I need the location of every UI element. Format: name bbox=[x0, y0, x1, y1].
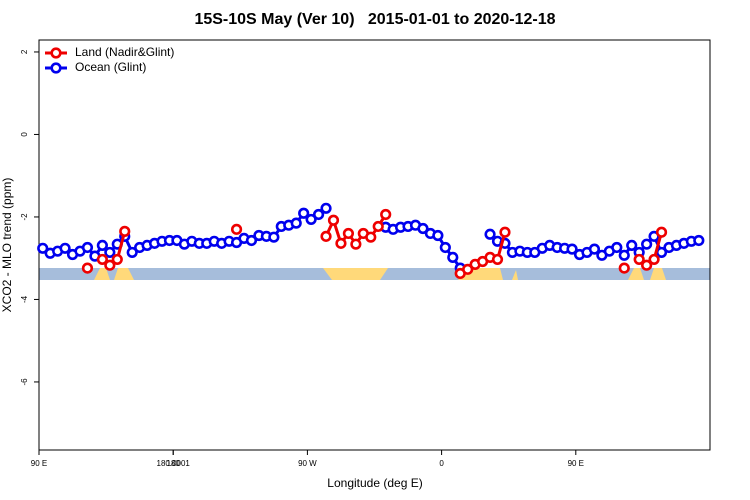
x-tick-label: 0 bbox=[439, 459, 444, 468]
series-point bbox=[641, 238, 653, 250]
series-point bbox=[439, 241, 451, 254]
y-tick-label: -2 bbox=[20, 213, 29, 221]
series-point bbox=[96, 253, 108, 266]
series-point bbox=[342, 227, 355, 240]
series-point bbox=[104, 259, 116, 271]
series-point bbox=[268, 231, 280, 243]
y-tick-label: -4 bbox=[20, 295, 29, 303]
x-tick-label: 90 E bbox=[31, 459, 47, 468]
series-point bbox=[59, 242, 71, 254]
series-point bbox=[648, 253, 660, 266]
series-point bbox=[111, 253, 123, 266]
x-tick-label: 90 W bbox=[298, 459, 317, 468]
y-tick-label: 0 bbox=[20, 132, 29, 137]
series-point bbox=[81, 262, 94, 274]
series-point bbox=[417, 222, 429, 235]
series-point bbox=[365, 231, 377, 243]
series-point bbox=[626, 239, 638, 252]
land-strip bbox=[323, 268, 388, 280]
series-point bbox=[618, 249, 630, 261]
x-tick-label: 90 E bbox=[568, 459, 584, 468]
series-point bbox=[119, 225, 131, 237]
series-point bbox=[245, 234, 258, 247]
legend-label: Land (Nadir&Glint) bbox=[75, 45, 174, 59]
series-point bbox=[104, 246, 116, 259]
series-point bbox=[693, 234, 705, 247]
series-point bbox=[81, 241, 94, 254]
series-point bbox=[312, 208, 325, 221]
series-point bbox=[618, 262, 630, 274]
series-point bbox=[230, 223, 243, 235]
series-point bbox=[126, 246, 138, 259]
series-point bbox=[290, 217, 302, 229]
surface-strip bbox=[39, 268, 710, 280]
legend-marker bbox=[50, 47, 62, 59]
y-tick-label: -6 bbox=[20, 378, 29, 386]
series-point bbox=[380, 208, 392, 221]
series-point bbox=[320, 202, 332, 214]
series-point bbox=[484, 228, 496, 240]
series-point bbox=[655, 226, 668, 238]
chart-title: 15S-10S May (Ver 10) 2015-01-01 to 2020-… bbox=[194, 11, 555, 28]
series-point bbox=[633, 253, 645, 266]
series-point bbox=[305, 213, 317, 226]
series-point bbox=[462, 263, 474, 275]
y-axis-label: XCO2 - MLO trend (ppm) bbox=[0, 178, 14, 313]
series-point bbox=[447, 251, 459, 263]
series-point bbox=[335, 237, 347, 249]
land-strip bbox=[628, 268, 644, 280]
series-point bbox=[298, 207, 310, 219]
series-point bbox=[641, 259, 653, 271]
land-strip bbox=[94, 268, 110, 280]
legend-marker bbox=[50, 62, 62, 74]
land-strip bbox=[650, 268, 666, 280]
series-point bbox=[499, 226, 511, 238]
series-point bbox=[432, 229, 444, 242]
land-strip bbox=[512, 270, 518, 280]
x-tick-label: 180 bbox=[167, 459, 181, 468]
series-point bbox=[37, 242, 49, 254]
legend-label: Ocean (Glint) bbox=[75, 60, 146, 74]
series-point bbox=[350, 238, 362, 250]
x-tick-label: 180.0001 bbox=[157, 459, 191, 468]
series-point bbox=[611, 241, 623, 254]
x-axis-label: Longitude (deg E) bbox=[327, 476, 422, 490]
series-point bbox=[96, 239, 108, 252]
series-point bbox=[372, 220, 384, 233]
land-strip bbox=[114, 268, 134, 280]
series-point bbox=[588, 243, 601, 255]
series-point bbox=[327, 214, 340, 226]
y-tick-label: 2 bbox=[20, 49, 29, 54]
series-point bbox=[491, 253, 504, 266]
series-point bbox=[320, 230, 332, 242]
series-point bbox=[566, 243, 578, 255]
